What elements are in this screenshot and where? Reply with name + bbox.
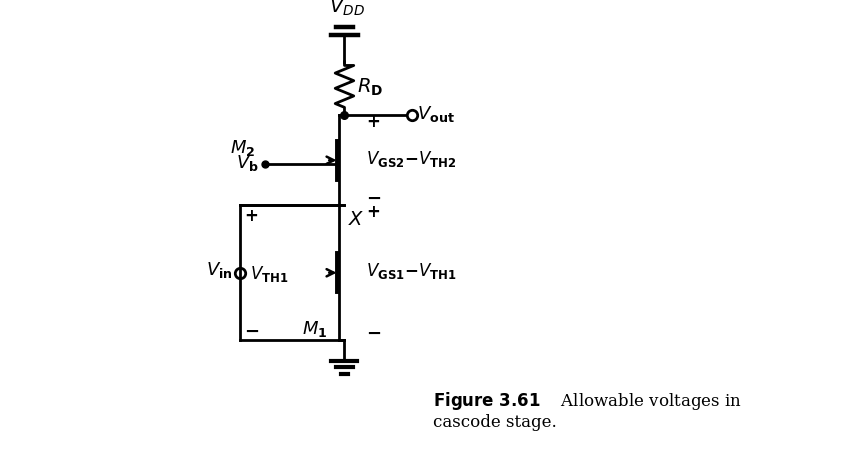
Text: $\mathbf{\mathit{M}}_{\mathbf{1}}$: $\mathbf{\mathit{M}}_{\mathbf{1}}$ [301,319,327,339]
Text: $\mathbf{-}$: $\mathbf{-}$ [366,323,382,341]
Text: $\mathbf{\mathit{V}}_{\mathbf{GS2}}\mathbf{-}\mathbf{\mathit{V}}_{\mathbf{TH2}}$: $\mathbf{\mathit{V}}_{\mathbf{GS2}}\math… [366,149,456,169]
Text: $\mathbf{\mathit{V}}_{\mathbf{GS1}}\mathbf{-}\mathbf{\mathit{V}}_{\mathbf{TH1}}$: $\mathbf{\mathit{V}}_{\mathbf{GS1}}\math… [366,261,457,281]
Text: $\mathbf{\mathit{R}}_{\mathbf{D}}$: $\mathbf{\mathit{R}}_{\mathbf{D}}$ [357,76,383,97]
Text: $\mathbf{\mathit{V}}_{\mathbf{TH1}}$: $\mathbf{\mathit{V}}_{\mathbf{TH1}}$ [250,263,288,283]
Text: $\mathbf{-}$: $\mathbf{-}$ [366,189,382,206]
Text: $\mathbf{\mathit{X}}$: $\mathbf{\mathit{X}}$ [348,210,365,229]
Text: $\mathbf{+}$: $\mathbf{+}$ [366,113,380,130]
Text: $\mathbf{\mathit{V}}_{\mathbf{in}}$: $\mathbf{\mathit{V}}_{\mathbf{in}}$ [206,259,233,280]
Text: $\mathbf{-}$: $\mathbf{-}$ [244,321,259,339]
Text: $\mathbf{\mathit{V}}_{\mathbf{b}}$: $\mathbf{\mathit{V}}_{\mathbf{b}}$ [235,153,259,173]
Text: $\mathbf{\mathit{V}}_{\mathbf{out}}$: $\mathbf{\mathit{V}}_{\mathbf{out}}$ [418,104,455,124]
Text: $\mathbf{\mathit{V}}$$_{\mathbf{\mathit{DD}}}$: $\mathbf{\mathit{V}}$$_{\mathbf{\mathit{… [329,0,365,18]
Text: $\mathbf{\mathit{M}}_{\mathbf{2}}$: $\mathbf{\mathit{M}}_{\mathbf{2}}$ [229,138,255,158]
Text: $\mathbf{+}$: $\mathbf{+}$ [244,206,258,224]
Text: $\mathbf{Figure\ 3.61}$    Allowable voltages in
cascode stage.: $\mathbf{Figure\ 3.61}$ Allowable voltag… [432,389,741,431]
Text: $\mathbf{+}$: $\mathbf{+}$ [366,203,380,220]
